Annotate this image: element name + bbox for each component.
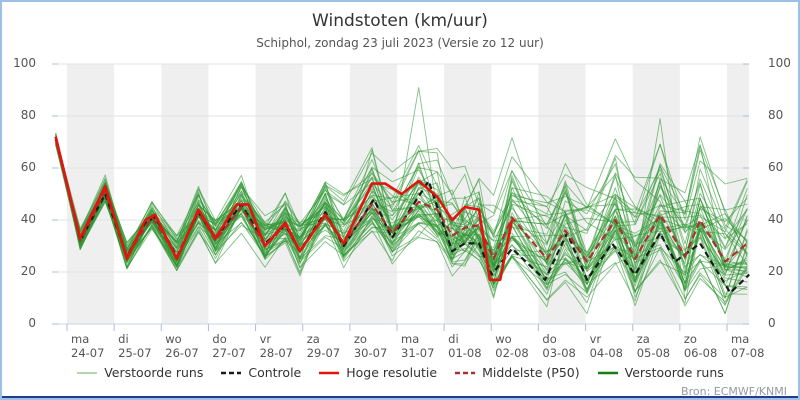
- ensemble-run-line: [55, 134, 748, 284]
- x-tick-weekday: vr: [259, 332, 272, 346]
- x-tick-label: za 05-08: [637, 332, 670, 360]
- y-tick-label-right: 80: [768, 108, 784, 122]
- x-tick-date: 07-08: [731, 346, 765, 360]
- hres-line: [54, 136, 514, 282]
- x-tick-date: 27-07: [212, 346, 246, 360]
- legend-label: Verstoorde runs: [624, 365, 724, 380]
- x-tick-label: vr 28-07: [260, 332, 293, 360]
- x-tick-label: do 27-07: [212, 332, 245, 360]
- x-tick-label: do 03-08: [542, 332, 575, 360]
- ensemble-run-line: [55, 142, 748, 265]
- x-tick-date: 30-07: [353, 346, 388, 360]
- x-tick-label: di 25-07: [118, 332, 151, 360]
- x-tick-weekday: wo: [165, 332, 182, 346]
- x-tick-label: ma 24-07: [71, 332, 104, 360]
- x-tick-label: di 01-08: [448, 332, 481, 360]
- source-credit: Bron: ECMWF/KNMI: [681, 385, 787, 398]
- ensemble-run-line: [55, 137, 748, 289]
- x-tick-date: 05-08: [636, 346, 671, 360]
- chart-title: Windstoten (km/uur): [312, 11, 488, 31]
- ensemble-run-line: [55, 138, 748, 267]
- p50-median-line: [54, 139, 748, 263]
- legend-item: Verstoorde runs: [597, 365, 724, 380]
- x-tick-weekday: za: [636, 332, 650, 346]
- y-tick-label-right: 100: [768, 56, 791, 70]
- y-tick-label-left: 20: [20, 264, 36, 278]
- x-tick-label: ma 31-07: [401, 332, 434, 360]
- x-tick-weekday: za: [306, 332, 320, 346]
- y-tick-label-left: 40: [20, 212, 36, 226]
- chart-subtitle: Schiphol, zondag 23 juli 2023 (Versie zo…: [256, 36, 544, 50]
- y-tick-label-left: 60: [20, 160, 36, 174]
- ensemble-run-line: [55, 143, 748, 292]
- x-tick-weekday: wo: [495, 332, 512, 346]
- x-tick-date: 02-08: [495, 346, 529, 360]
- x-tick-weekday: ma: [71, 332, 90, 346]
- x-tick-date: 06-08: [683, 346, 718, 360]
- y-tick-label-left: 100: [13, 56, 36, 70]
- x-tick-date: 24-07: [71, 346, 105, 360]
- y-tick-label-right: 40: [768, 212, 784, 226]
- x-tick-label: vr 04-08: [590, 332, 623, 360]
- x-tick-date: 26-07: [165, 346, 199, 360]
- y-tick-label-right: 0: [768, 316, 776, 330]
- x-tick-weekday: ma: [401, 332, 420, 346]
- x-tick-weekday: ma: [731, 332, 750, 346]
- day-band: [255, 64, 303, 324]
- x-tick-label: ma 07-08: [731, 332, 764, 360]
- legend-item: Verstoorde runs: [76, 365, 203, 380]
- ensemble-run-line: [55, 142, 748, 284]
- x-tick-weekday: zo: [353, 332, 367, 346]
- x-tick-date: 04-08: [589, 346, 623, 360]
- x-tick-weekday: vr: [589, 332, 602, 346]
- x-tick-date: 03-08: [542, 346, 576, 360]
- x-tick-date: 31-07: [401, 346, 435, 360]
- x-tick-date: 25-07: [118, 346, 152, 360]
- x-tick-date: 01-08: [448, 346, 482, 360]
- bottom-accent-bar: [2, 396, 798, 398]
- legend-swatch-line-icon: [597, 371, 618, 374]
- y-tick-label-right: 60: [768, 160, 784, 174]
- x-tick-label: zo 30-07: [354, 332, 387, 360]
- x-tick-weekday: do: [542, 332, 557, 346]
- legend-swatch-line-icon: [319, 371, 340, 374]
- x-tick-weekday: do: [212, 332, 227, 346]
- legend-swatch-line-icon: [77, 371, 98, 374]
- y-tick-label-right: 20: [768, 264, 784, 278]
- x-tick-weekday: zo: [683, 332, 697, 346]
- x-tick-weekday: di: [118, 332, 129, 346]
- x-tick-label: za 29-07: [307, 332, 340, 360]
- legend-label: Hoge resolutie: [346, 365, 438, 380]
- legend-label: Middelste (P50): [482, 365, 580, 380]
- x-tick-date: 29-07: [306, 346, 341, 360]
- legend-swatch-line-icon: [455, 371, 476, 374]
- legend-item: Hoge resolutie: [318, 365, 437, 380]
- x-tick-label: wo 26-07: [165, 332, 198, 360]
- legend-swatch-line-icon: [221, 371, 242, 374]
- ensemble-run-line: [55, 138, 748, 268]
- legend-label: Controle: [248, 365, 302, 380]
- x-tick-date: 28-07: [259, 346, 293, 360]
- y-tick-label-left: 80: [20, 108, 36, 122]
- legend-item: Controle: [220, 365, 301, 380]
- x-tick-label: zo 06-08: [684, 332, 717, 360]
- legend-label: Verstoorde runs: [104, 365, 204, 380]
- x-tick-weekday: di: [448, 332, 459, 346]
- y-tick-label-left: 0: [28, 316, 36, 330]
- legend-item: Middelste (P50): [454, 365, 580, 380]
- x-tick-label: wo 02-08: [495, 332, 528, 360]
- chart-legend: Verstoorde runs Controle Hoge resolutie Mid…: [2, 365, 798, 380]
